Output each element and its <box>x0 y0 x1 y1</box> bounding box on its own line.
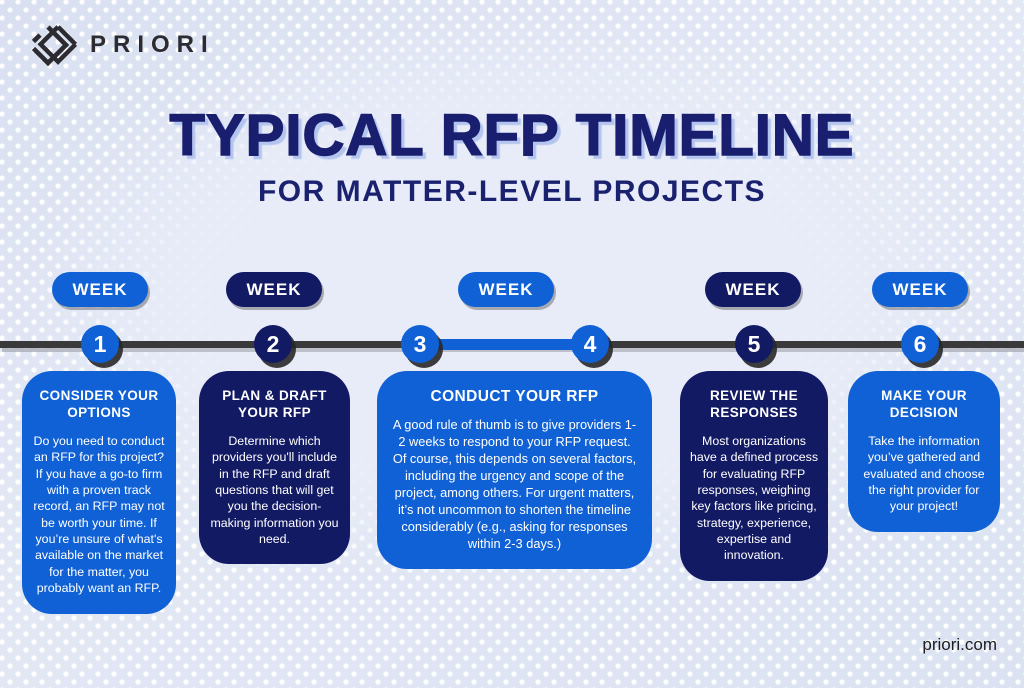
week-pill-3-4: WEEK <box>458 272 554 307</box>
milestone-circle-4: 4 <box>571 325 609 363</box>
card-title: PLAN & DRAFT YOUR RFP <box>222 388 327 420</box>
week-pill-5: WEEK <box>705 272 801 307</box>
milestone-circle-5: 5 <box>735 325 773 363</box>
card-review-responses: REVIEW THE RESPONSES Most organizations … <box>680 371 828 581</box>
milestone-circle-1: 1 <box>81 325 119 363</box>
card-consider-your-options: CONSIDER YOUR OPTIONS Do you need to con… <box>22 371 176 614</box>
priori-logo: PRIORI <box>30 22 215 68</box>
card-body: Do you need to conduct an RFP for this p… <box>33 433 165 596</box>
timeline-connector-week3-4 <box>420 339 590 350</box>
week-pill-2: WEEK <box>226 272 322 307</box>
card-plan-draft-rfp: PLAN & DRAFT YOUR RFP Determine which pr… <box>199 371 350 565</box>
page-title: TYPICAL RFP TIMELINE <box>169 103 855 168</box>
card-title: MAKE YOUR DECISION <box>881 388 967 420</box>
logo-wordmark: PRIORI <box>90 31 215 58</box>
header: TYPICAL RFP TIMELINE FOR MATTER-LEVEL PR… <box>0 103 1024 209</box>
card-body: A good rule of thumb is to give provider… <box>392 417 637 551</box>
interlocked-diamonds-icon <box>31 25 78 67</box>
card-title: REVIEW THE RESPONSES <box>709 388 798 420</box>
milestone-circle-6: 6 <box>901 325 939 363</box>
priori-website-link[interactable]: priori.com <box>922 635 997 654</box>
card-title: CONSIDER YOUR OPTIONS <box>39 388 159 420</box>
milestone-circle-3: 3 <box>401 325 439 363</box>
milestone-circle-2: 2 <box>254 325 292 363</box>
page-subtitle: FOR MATTER-LEVEL PROJECTS <box>257 174 767 208</box>
card-body: Determine which providers you'll include… <box>210 433 339 546</box>
card-body: Take the information you’ve gathered and… <box>863 433 985 514</box>
week-pill-6: WEEK <box>872 272 968 307</box>
card-make-decision: MAKE YOUR DECISION Take the information … <box>848 371 1000 532</box>
week-pill-1: WEEK <box>52 272 148 307</box>
card-body: Most organizations have a defined proces… <box>689 433 819 563</box>
card-title: CONDUCT YOUR RFP <box>430 388 599 405</box>
card-conduct-your-rfp: CONDUCT YOUR RFP A good rule of thumb is… <box>377 371 652 569</box>
